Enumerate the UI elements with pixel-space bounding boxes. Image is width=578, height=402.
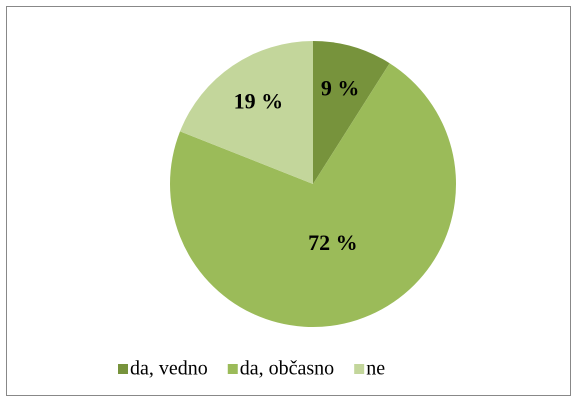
- legend-swatch: [354, 364, 365, 374]
- pie-slice: [170, 63, 456, 328]
- data-label: 19 %: [234, 89, 284, 114]
- pie-slice: [180, 41, 313, 184]
- legend-label: da, vedno: [130, 358, 208, 380]
- legend-swatch: [227, 364, 238, 374]
- legend-label: da, občasno: [240, 358, 334, 380]
- legend-label: ne: [366, 358, 385, 380]
- data-label: 72 %: [308, 230, 358, 255]
- pie-slice: [313, 41, 390, 184]
- data-label: 9 %: [321, 76, 360, 101]
- legend-swatch: [118, 364, 128, 374]
